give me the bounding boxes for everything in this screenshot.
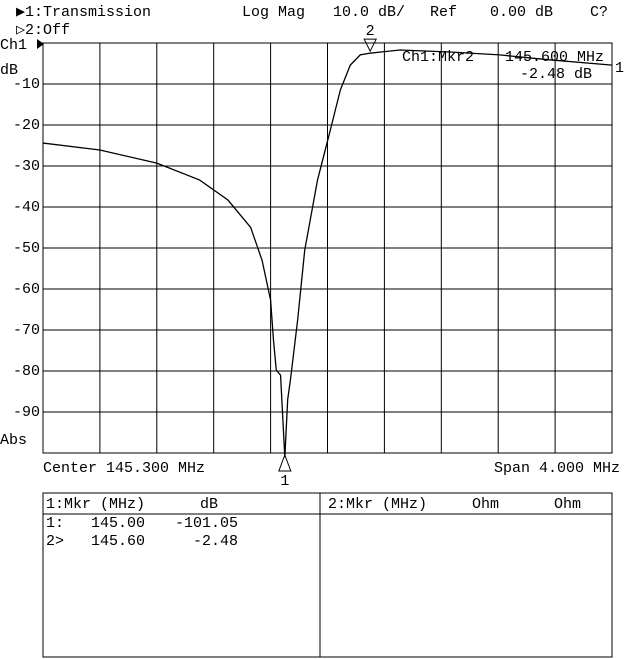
table-cell: 145.60 xyxy=(91,533,145,550)
marker-label: 1 xyxy=(280,473,289,490)
y-tick-label: -50 xyxy=(13,240,40,257)
channel1: ▶1:Transmission xyxy=(16,4,151,21)
marker-table xyxy=(42,492,613,658)
marker-label: 2 xyxy=(366,23,375,40)
readout-value: -2.48 dB xyxy=(520,66,592,83)
y-tick-label: -80 xyxy=(13,363,40,380)
table-cell: 145.00 xyxy=(91,515,145,532)
trace xyxy=(43,49,613,458)
table-cell: 2> xyxy=(46,533,64,550)
bottom-label: Abs xyxy=(0,432,27,449)
marker xyxy=(278,453,292,472)
channel-label: Ch1 xyxy=(0,37,27,54)
scale: 10.0 dB/ xyxy=(333,4,405,21)
y-tick-label: -90 xyxy=(13,404,40,421)
span-label: Span 4.000 MHz xyxy=(494,460,620,477)
format: Log Mag xyxy=(242,4,305,21)
ref-arrow xyxy=(37,39,44,49)
y-tick-label: -10 xyxy=(13,76,40,93)
y-tick-label: -40 xyxy=(13,199,40,216)
ref-value: 0.00 dB xyxy=(490,4,553,21)
table-header: dB xyxy=(200,496,218,513)
table-header: 2:Mkr (MHz) xyxy=(328,496,427,513)
table-cell: -101.05 xyxy=(175,515,238,532)
y-tick-label: -60 xyxy=(13,281,40,298)
channel2: ▷2:Off xyxy=(16,22,70,39)
readout-marker: Ch1:Mkr2 xyxy=(402,49,474,66)
table-header: 1:Mkr (MHz) xyxy=(46,496,145,513)
table-header: Ohm xyxy=(472,496,499,513)
trace-label: 1 xyxy=(615,60,624,77)
y-tick-label: -70 xyxy=(13,322,40,339)
table-cell: -2.48 xyxy=(193,533,238,550)
unit-label: dB xyxy=(0,62,18,79)
y-tick-label: -30 xyxy=(13,158,40,175)
status: C? xyxy=(590,4,608,21)
table-header: Ohm xyxy=(554,496,581,513)
y-tick-label: -20 xyxy=(13,117,40,134)
center-label: Center 145.300 MHz xyxy=(43,460,205,477)
marker xyxy=(363,38,377,53)
table-cell: 1: xyxy=(46,515,64,532)
ref-label: Ref xyxy=(430,4,457,21)
